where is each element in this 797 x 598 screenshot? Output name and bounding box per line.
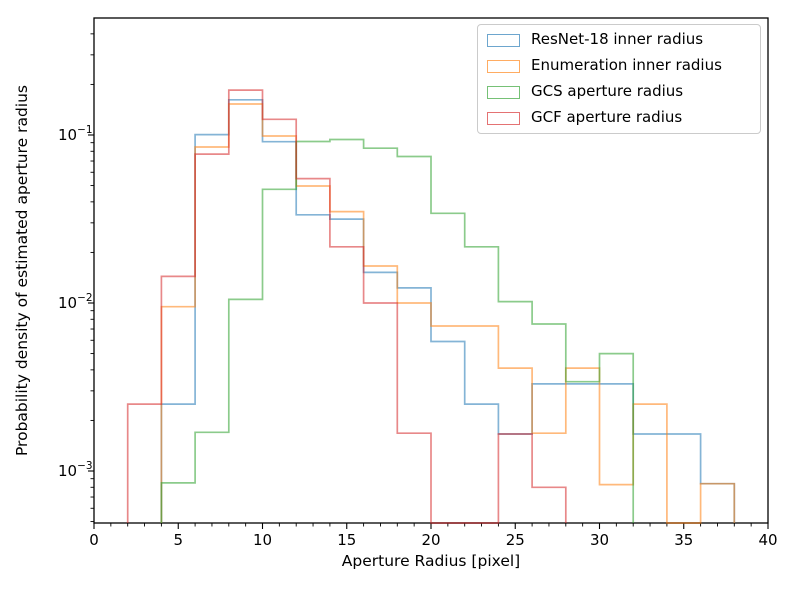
- series-gcf-aperture-radius: [126, 89, 567, 524]
- legend-color-patch: [487, 59, 520, 73]
- x-tick-label: 30: [590, 531, 609, 549]
- x-tick-label: 25: [506, 531, 525, 549]
- x-tick-label: 10: [253, 531, 272, 549]
- legend-color-patch: [487, 111, 520, 125]
- legend-label: GCS aperture radius: [531, 82, 684, 100]
- series-resnet-18-inner-radius: [160, 98, 736, 523]
- x-tick-label: 0: [89, 531, 99, 549]
- series-enumeration-inner-radius: [160, 103, 736, 524]
- y-tick-label: 10−3: [58, 460, 93, 480]
- legend-entry: GCF aperture radius: [487, 110, 752, 126]
- legend-label: ResNet-18 inner radius: [531, 30, 704, 48]
- legend-entry: GCS aperture radius: [487, 84, 752, 100]
- y-tick-label: 10−1: [58, 124, 93, 144]
- legend-entry: ResNet-18 inner radius: [487, 32, 752, 48]
- x-tick-label: 40: [758, 531, 777, 549]
- legend-color-patch: [487, 33, 520, 47]
- legend-label: GCF aperture radius: [531, 108, 683, 126]
- series-gcs-aperture-radius: [160, 138, 635, 523]
- y-axis-label: Probability density of estimated apertur…: [13, 85, 31, 456]
- x-axis-label: Aperture Radius [pixel]: [342, 552, 520, 570]
- x-tick-label: 20: [421, 531, 440, 549]
- x-tick-label: 5: [173, 531, 183, 549]
- x-tick-label: 35: [674, 531, 693, 549]
- legend: ResNet-18 inner radius Enumeration inner …: [477, 24, 761, 134]
- x-tick-label: 15: [337, 531, 356, 549]
- legend-entry: Enumeration inner radius: [487, 58, 752, 74]
- legend-color-patch: [487, 85, 520, 99]
- legend-label: Enumeration inner radius: [531, 56, 722, 74]
- y-tick-label: 10−2: [58, 292, 93, 312]
